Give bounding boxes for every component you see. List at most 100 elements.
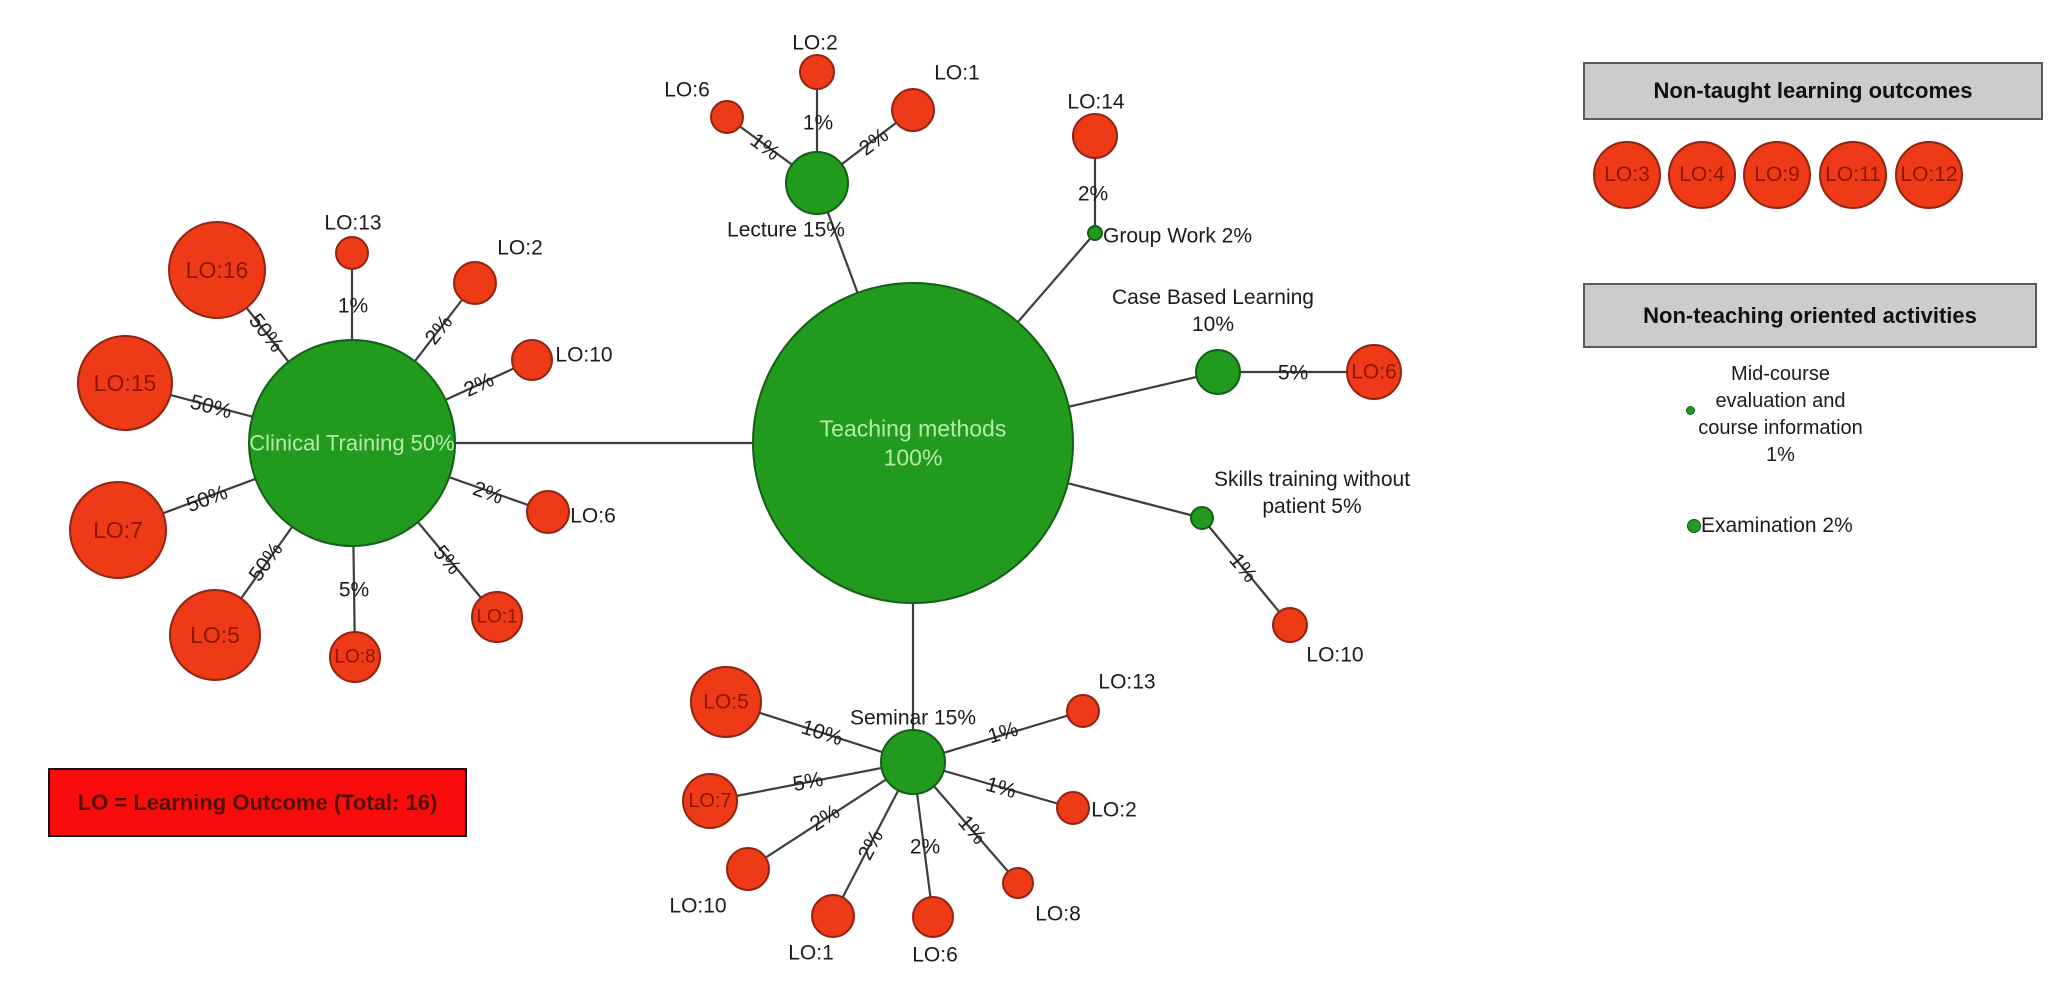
seminar-label: Seminar 15% xyxy=(850,707,976,730)
edge-label-seminar-sem_lo10: 2% xyxy=(806,800,844,836)
sem_lo1-label: LO:1 xyxy=(788,942,834,965)
edge-label-seminar-sem_lo5: 10% xyxy=(798,716,845,751)
edge-label-seminar-sem_lo1: 2% xyxy=(854,826,888,864)
edge-label-clinical-cl_lo6: 2% xyxy=(470,477,506,509)
edge-label-seminar-sem_lo7: 5% xyxy=(791,768,825,796)
sem_lo10-label: LO:10 xyxy=(669,895,726,918)
gw_lo14-node xyxy=(1072,113,1118,159)
sem_lo13-node xyxy=(1066,694,1100,728)
non-taught-lo3: LO:3 xyxy=(1593,141,1661,209)
cl_lo1-label: LO:1 xyxy=(476,607,517,628)
activity-line: evaluation and xyxy=(1715,390,1846,412)
cl_lo10-label: LO:10 xyxy=(555,344,612,367)
edge-label-clinical-cl_lo10: 2% xyxy=(460,368,497,402)
activity-line: course information xyxy=(1698,417,1863,439)
edge-label-seminar-sem_lo13: 1% xyxy=(985,718,1021,749)
clinical-label: Clinical Training 50% xyxy=(249,431,454,456)
edge-label-clinical-cl_lo7: 50% xyxy=(183,481,230,517)
teaching-node xyxy=(752,282,1074,604)
sem_lo5-label: LO:5 xyxy=(703,691,749,714)
edge-skills-sk_lo10 xyxy=(1201,517,1291,626)
lec_lo2-node xyxy=(799,54,835,90)
edge-label-clinical-cl_lo13: 1% xyxy=(338,295,368,318)
cl_lo13-node xyxy=(335,236,369,270)
edge-label-seminar-sem_lo8: 1% xyxy=(953,811,990,849)
cbl-label: Case Based Learning xyxy=(1112,286,1314,309)
edge-label-clinical-cl_lo16: 50% xyxy=(244,309,288,356)
edge-label-seminar-sem_lo6: 2% xyxy=(910,836,940,859)
lec_lo1-node xyxy=(891,88,935,132)
sem_lo10-node xyxy=(726,847,770,891)
sem_lo8-label: LO:8 xyxy=(1035,903,1081,926)
sem_lo8-node xyxy=(1002,867,1034,899)
skills-label: Skills training without xyxy=(1214,468,1410,491)
sem_lo6-node xyxy=(912,896,954,938)
edge-label-clinical-cl_lo15: 50% xyxy=(188,391,235,424)
examination-activity: Examination 2% xyxy=(1701,514,1853,537)
lecture-label: Lecture 15% xyxy=(727,219,845,242)
lec_lo6-node xyxy=(710,100,744,134)
non-taught-header: Non-taught learning outcomes xyxy=(1583,62,2043,120)
lec_lo1-label: LO:1 xyxy=(934,62,980,85)
cl_lo15-label: LO:15 xyxy=(94,370,157,396)
cl_lo5-label: LO:5 xyxy=(190,622,240,648)
non-taught-lo9: LO:9 xyxy=(1743,141,1811,209)
edge-label-cbl-cbl_lo6: 5% xyxy=(1278,362,1308,385)
cl_lo13-label: LO:13 xyxy=(324,212,381,235)
sem_lo5-node xyxy=(690,666,762,738)
edge-label-clinical-cl_lo8: 5% xyxy=(339,579,369,602)
lec_lo2-label: LO:2 xyxy=(792,32,838,55)
cl_lo16-node xyxy=(168,221,266,319)
legend-box: LO = Learning Outcome (Total: 16) xyxy=(48,768,467,837)
cbl_lo6-label: LO:6 xyxy=(1351,361,1397,384)
skills-label: patient 5% xyxy=(1262,495,1361,518)
sem_lo6-label: LO:6 xyxy=(912,944,958,967)
cl_lo1-node xyxy=(471,591,523,643)
cl_lo6-node xyxy=(526,490,570,534)
cl_lo5-node xyxy=(169,589,261,681)
edge-seminar-sem_lo7 xyxy=(709,760,914,803)
sk_lo10-node xyxy=(1272,607,1308,643)
examination-dot-icon xyxy=(1687,519,1701,533)
cl_lo7-label: LO:7 xyxy=(93,517,143,543)
sem_lo7-node xyxy=(682,773,738,829)
sk_lo10-label: LO:10 xyxy=(1306,644,1363,667)
cl_lo6-label: LO:6 xyxy=(570,505,616,528)
lecture-node xyxy=(785,151,849,215)
skills-node xyxy=(1190,506,1214,530)
cl_lo8-label: LO:8 xyxy=(334,647,375,668)
lec_lo6-label: LO:6 xyxy=(664,79,710,102)
cl_lo7-node xyxy=(69,481,167,579)
cl_lo2-label: LO:2 xyxy=(497,237,543,260)
edge-label-lecture-lec_lo2: 1% xyxy=(803,112,833,135)
non-taught-lo11: LO:11 xyxy=(1819,141,1887,209)
edge-label-skills-sk_lo10: 1% xyxy=(1224,549,1261,587)
mid-course-activity: Mid-course evaluation and course informa… xyxy=(1663,361,1898,469)
non-taught-lo12: LO:12 xyxy=(1895,141,1963,209)
cbl_lo6-node xyxy=(1346,344,1402,400)
mid-course-dot-icon xyxy=(1686,406,1695,415)
cl_lo15-node xyxy=(77,335,173,431)
sem_lo2-node xyxy=(1056,791,1090,825)
teaching-label: 100% xyxy=(884,445,943,471)
cl_lo2-node xyxy=(453,261,497,305)
edge-label-seminar-sem_lo2: 1% xyxy=(983,773,1019,803)
activity-line: Mid-course xyxy=(1731,363,1830,385)
teaching-label: Teaching methods xyxy=(820,416,1007,442)
clinical-node xyxy=(248,339,456,547)
groupwork-label: Group Work 2% xyxy=(1103,225,1252,248)
edge-label-groupwork-gw_lo14: 2% xyxy=(1078,183,1108,206)
cl_lo16-label: LO:16 xyxy=(186,257,249,283)
sem_lo1-node xyxy=(811,894,855,938)
sem_lo13-label: LO:13 xyxy=(1098,671,1155,694)
activity-line: 1% xyxy=(1766,444,1795,466)
sem_lo7-label: LO:7 xyxy=(688,790,731,812)
sem_lo2-label: LO:2 xyxy=(1091,799,1137,822)
groupwork-node xyxy=(1087,225,1103,241)
cbl-label: 10% xyxy=(1192,313,1234,336)
seminar-node xyxy=(880,729,946,795)
cl_lo8-node xyxy=(329,631,381,683)
cl_lo10-node xyxy=(511,339,553,381)
